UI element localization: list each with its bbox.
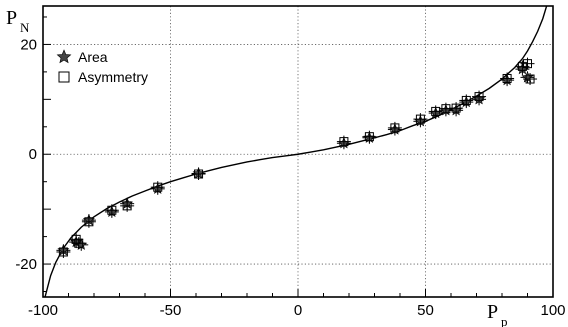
y-tick-label: -20 [15,256,37,273]
y-tick-label: 20 [20,36,37,53]
plot-frame [42,5,554,298]
asymmetry-point [71,237,86,250]
asymmetry-point [120,199,135,212]
asymmetry-point [150,181,165,194]
y-axis-title: P [6,7,17,29]
asymmetry-point [520,57,535,70]
x-axis-title: P [487,301,498,323]
legend-item: Area [56,49,108,65]
asymmetry-point [523,73,538,86]
asymmetry-point [336,135,351,148]
asymmetry-point [449,102,464,115]
legend-label: Asymmetry [78,69,148,85]
legend-item: Asymmetry [58,69,148,85]
asymmetry-point [387,121,402,134]
x-tick-label: 100 [540,302,565,319]
data-points [56,57,538,258]
x-tick-label: -100 [28,302,58,319]
axis-ticks [42,16,554,297]
axis-titles: P NP p [6,7,508,327]
tick-labels: -100 -50 0 50 100 -20 0 20 [15,36,565,319]
asymmetry-point [56,245,71,258]
asymmetry-point [413,113,428,126]
asymmetry-point [104,204,119,217]
legend-label: Area [78,49,108,65]
asymmetry-point [472,90,487,103]
x-axis-subscript: p [501,314,508,327]
x-tick-label: 0 [294,302,302,319]
grid-lines [43,6,553,297]
asymmetry-point [81,215,96,228]
y-axis-subscript: N [20,20,30,35]
x-tick-label: -50 [160,302,182,319]
asymmetry-point [500,72,515,85]
legend: Area Asymmetry [56,49,148,85]
asymmetry-point [438,102,453,115]
legend-square-icon [58,71,70,83]
x-tick-label: 50 [417,302,434,319]
legend-star-icon [56,49,72,64]
asymmetry-point [459,94,474,107]
asymmetry-point [428,105,443,118]
asymmetry-point [362,130,377,143]
asymmetry-point [191,168,206,181]
y-tick-label: 0 [29,146,37,163]
